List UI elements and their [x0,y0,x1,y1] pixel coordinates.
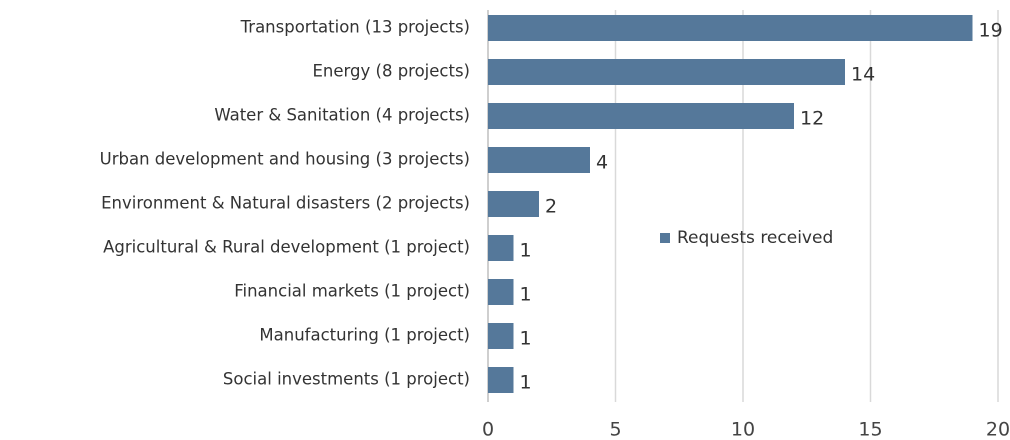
x-tick-label: 0 [482,419,494,440]
x-tick-label: 20 [986,419,1010,440]
y-tick-label: Financial markets (1 project) [234,282,470,301]
data-label: 19 [979,20,1003,42]
y-tick-label: Manufacturing (1 project) [259,326,470,345]
data-label: 14 [851,64,875,86]
x-tick-label: 15 [858,419,882,440]
x-tick-label: 10 [731,419,755,440]
legend-label: Requests received [677,228,833,248]
bar [488,15,973,41]
bar [488,103,794,129]
bar [488,191,539,217]
y-tick-label: Transportation (13 projects) [240,18,470,37]
bar [488,323,514,349]
bar [488,279,514,305]
bar [488,59,845,85]
y-tick-label: Agricultural & Rural development (1 proj… [103,238,470,257]
data-label: 1 [520,284,532,306]
x-tick-label: 5 [609,419,621,440]
y-tick-label: Urban development and housing (3 project… [100,150,470,169]
data-label: 1 [520,240,532,262]
y-tick-label: Environment & Natural disasters (2 proje… [101,194,470,213]
bar [488,235,514,261]
data-label: 4 [596,152,608,174]
data-label: 12 [800,108,824,130]
bar [488,147,590,173]
y-tick-label: Energy (8 projects) [313,62,471,81]
legend-swatch [660,233,670,243]
bar [488,367,514,393]
data-label: 1 [520,372,532,394]
y-tick-label: Water & Sanitation (4 projects) [214,106,470,125]
data-label: 2 [545,196,557,218]
data-label: 1 [520,328,532,350]
y-tick-label: Social investments (1 project) [223,370,470,389]
